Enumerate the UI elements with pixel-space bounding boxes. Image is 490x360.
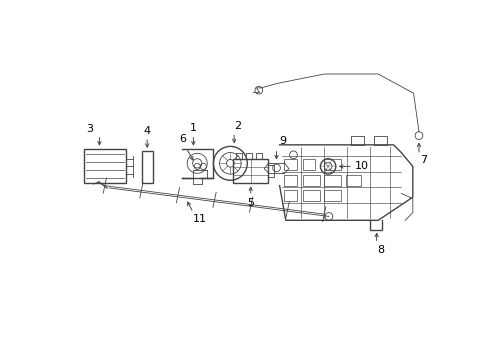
Bar <box>284 190 296 201</box>
Bar <box>142 151 152 183</box>
Text: 10: 10 <box>355 161 369 171</box>
Text: 8: 8 <box>377 244 384 255</box>
Text: 11: 11 <box>193 214 207 224</box>
Bar <box>284 175 296 186</box>
Bar <box>303 175 319 186</box>
Text: 1: 1 <box>190 123 197 133</box>
Text: 3: 3 <box>86 124 93 134</box>
Text: 9: 9 <box>279 136 286 146</box>
Text: 5: 5 <box>247 198 254 208</box>
Text: 4: 4 <box>144 126 151 136</box>
Bar <box>303 159 315 170</box>
Bar <box>324 159 341 170</box>
Text: 6: 6 <box>179 134 186 144</box>
Bar <box>324 175 341 186</box>
Text: 7: 7 <box>420 155 427 165</box>
Bar <box>233 159 268 183</box>
Bar <box>84 149 126 183</box>
Bar <box>324 190 341 201</box>
Text: 2: 2 <box>235 121 242 131</box>
Bar <box>303 190 319 201</box>
Bar <box>284 159 296 170</box>
Bar <box>346 175 361 186</box>
